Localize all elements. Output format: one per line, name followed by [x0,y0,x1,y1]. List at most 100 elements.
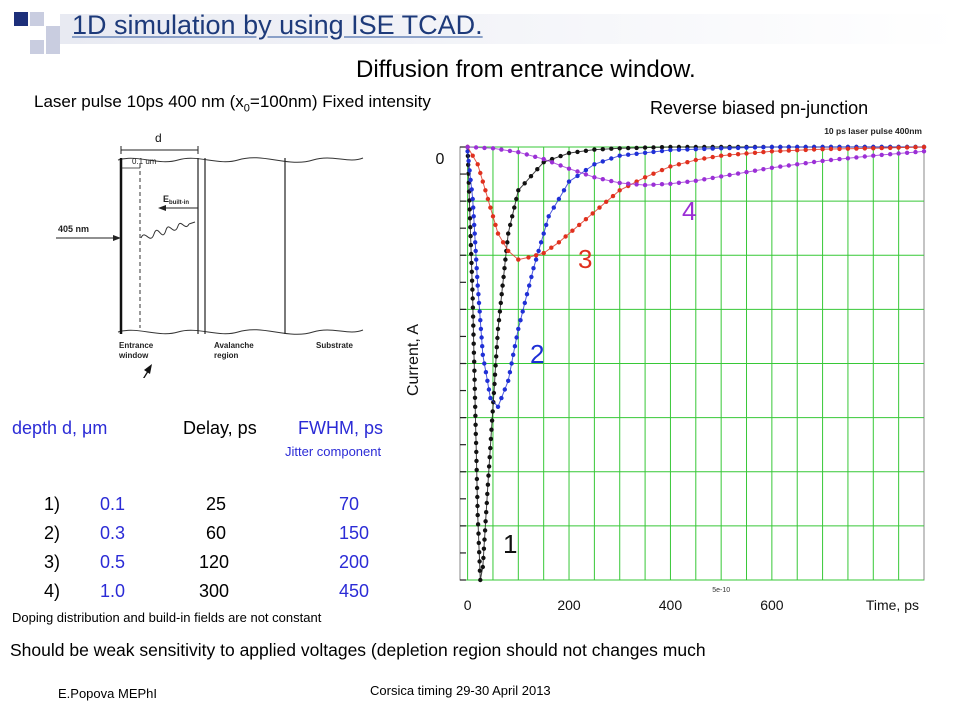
series-2-point-40 [520,309,525,314]
deco-square-2 [30,12,44,26]
series-1-point-77 [497,309,503,314]
series-1-point-91 [516,188,521,193]
series-3-point-25 [604,199,609,204]
series-2-point-44 [529,274,534,280]
series-2-point-41 [522,300,527,306]
series-3-point-39 [719,153,724,158]
series-3-point-13 [516,257,521,262]
series-1-point-63 [488,436,494,442]
series-2-point-0 [465,149,470,154]
series-3-point-54 [845,146,851,151]
series-4-point-36 [769,165,775,170]
series-4-point-27 [693,178,698,183]
series-1-point-19 [470,314,476,319]
series-3-point-51 [820,147,825,152]
series-2-point-33 [507,370,513,375]
series-2-point-24 [482,361,487,366]
series-4-point-47 [862,154,867,159]
series-2-point-42 [524,292,530,297]
laser-note-sub: 0 [243,102,250,115]
series-4-point-44 [837,156,842,162]
series-3-point-23 [590,211,595,216]
series-4-point-12 [566,166,572,171]
series-1-label: 1 [503,529,517,559]
series-2-point-76 [744,145,749,150]
series-1-point-31 [473,422,478,427]
header-depth: depth d, μm [12,418,108,438]
series-2-point-14 [475,274,480,280]
series-2-point-38 [516,326,521,332]
series-3-point-43 [752,150,758,155]
series-3-point-31 [651,171,656,176]
series-2-point-54 [561,188,567,193]
series-1-point-98 [566,150,572,156]
series-1-point-81 [501,274,506,280]
series-4-point-6 [516,150,521,155]
row-4-delay: 300 [199,581,230,601]
series-2-point-71 [702,146,707,152]
series-1-point-28 [472,395,478,400]
series-2-point-10 [473,240,478,245]
diagram-wavelength-label: 405 nm [58,224,89,234]
series-4-point-29 [710,175,715,181]
series-4-label: 4 [682,196,696,226]
series-2-point-59 [600,159,605,164]
series-3-point-46 [778,148,783,154]
x-tick-label-0: 0 [464,597,472,613]
series-2-point-1 [466,158,471,164]
row-4-fwhm: 450 [339,581,370,601]
series-3-line [467,146,925,261]
series-4-point-37 [778,164,783,169]
series-1-point-17 [470,296,475,301]
series-1-point-83 [503,257,508,262]
series-4-point-49 [879,152,884,158]
chart-background [396,120,960,620]
series-2-point-15 [475,283,480,288]
y-tick-label-0: 0 [436,151,445,168]
series-2-point-61 [617,153,622,158]
series-4-point-11 [558,163,563,168]
series-4-point-1 [473,145,479,150]
bias-note: Reverse biased pn-junction [650,98,869,118]
series-4-point-50 [888,152,893,157]
series-3-point-12 [506,248,511,254]
series-1-point-70 [492,372,498,377]
series-2-point-82 [795,144,800,150]
series-1-point-21 [471,332,476,337]
series-3-point-27 [617,188,622,193]
series-4-point-0 [465,144,470,150]
series-4-point-26 [685,179,690,184]
series-1-point-76 [496,318,502,323]
row-2-delay: 60 [206,523,227,543]
series-4-point-23 [659,182,665,187]
series-1-point-22 [471,341,476,346]
series-4-point-19 [626,181,631,186]
series-1-point-40 [475,503,480,509]
series-2-point-70 [693,147,698,152]
series-4-point-5 [507,148,513,154]
diagram-avalanche-label-2: region [214,351,239,360]
series-1-point-105 [626,145,631,151]
row-4-depth: 1.0 [100,581,126,601]
series-1-point-97 [558,153,563,159]
series-1-point-46 [477,559,482,564]
series-4-point-4 [499,147,504,152]
series-2-point-4 [469,187,474,192]
series-1-point-75 [495,326,501,332]
series-2-point-47 [536,248,541,254]
series-2-point-30 [499,395,504,401]
series-3-point-62 [913,145,918,150]
row-2-depth: 0.3 [100,523,126,543]
series-1-point-87 [508,222,513,228]
series-1-point-7 [467,207,472,212]
series-3-point-19 [563,234,568,239]
series-2-point-74 [727,145,732,151]
series-3-point-47 [786,148,791,153]
series-1-point-11 [468,242,474,248]
series-2-point-37 [514,335,519,340]
series-4-point-31 [727,172,732,178]
series-1-point-60 [486,464,492,469]
series-1-point-104 [617,146,622,151]
series-1-point-79 [499,292,504,297]
series-2-point-58 [592,162,597,167]
